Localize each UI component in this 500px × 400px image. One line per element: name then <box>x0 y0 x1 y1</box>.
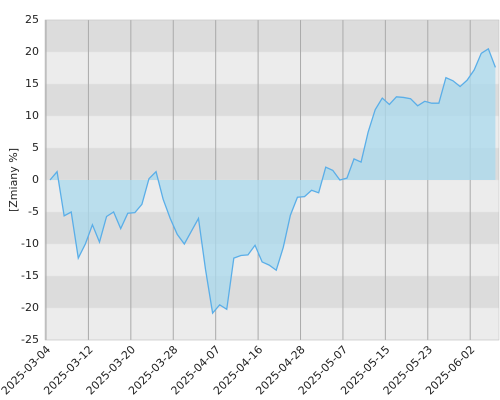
y-tick-label: 25 <box>25 13 39 26</box>
plot-frame <box>44 19 500 341</box>
y-tick-label: -10 <box>21 237 39 250</box>
y-axis-label: [Zmiany %] <box>7 148 20 212</box>
area <box>50 48 496 314</box>
y-tick-label: -5 <box>28 205 39 218</box>
band <box>45 276 499 308</box>
y-tick-label: 20 <box>25 45 39 58</box>
band <box>45 308 499 340</box>
y-tick-label: 5 <box>32 141 39 154</box>
y-tick-label: -25 <box>21 333 39 346</box>
y-tick-label: -20 <box>21 301 39 314</box>
y-tick-label: 15 <box>25 77 39 90</box>
line <box>49 47 497 315</box>
y-tick-label: 0 <box>32 173 39 186</box>
y-tick-label: -15 <box>21 269 39 282</box>
band <box>45 52 499 84</box>
band <box>45 20 499 52</box>
y-tick-label: 10 <box>25 109 39 122</box>
